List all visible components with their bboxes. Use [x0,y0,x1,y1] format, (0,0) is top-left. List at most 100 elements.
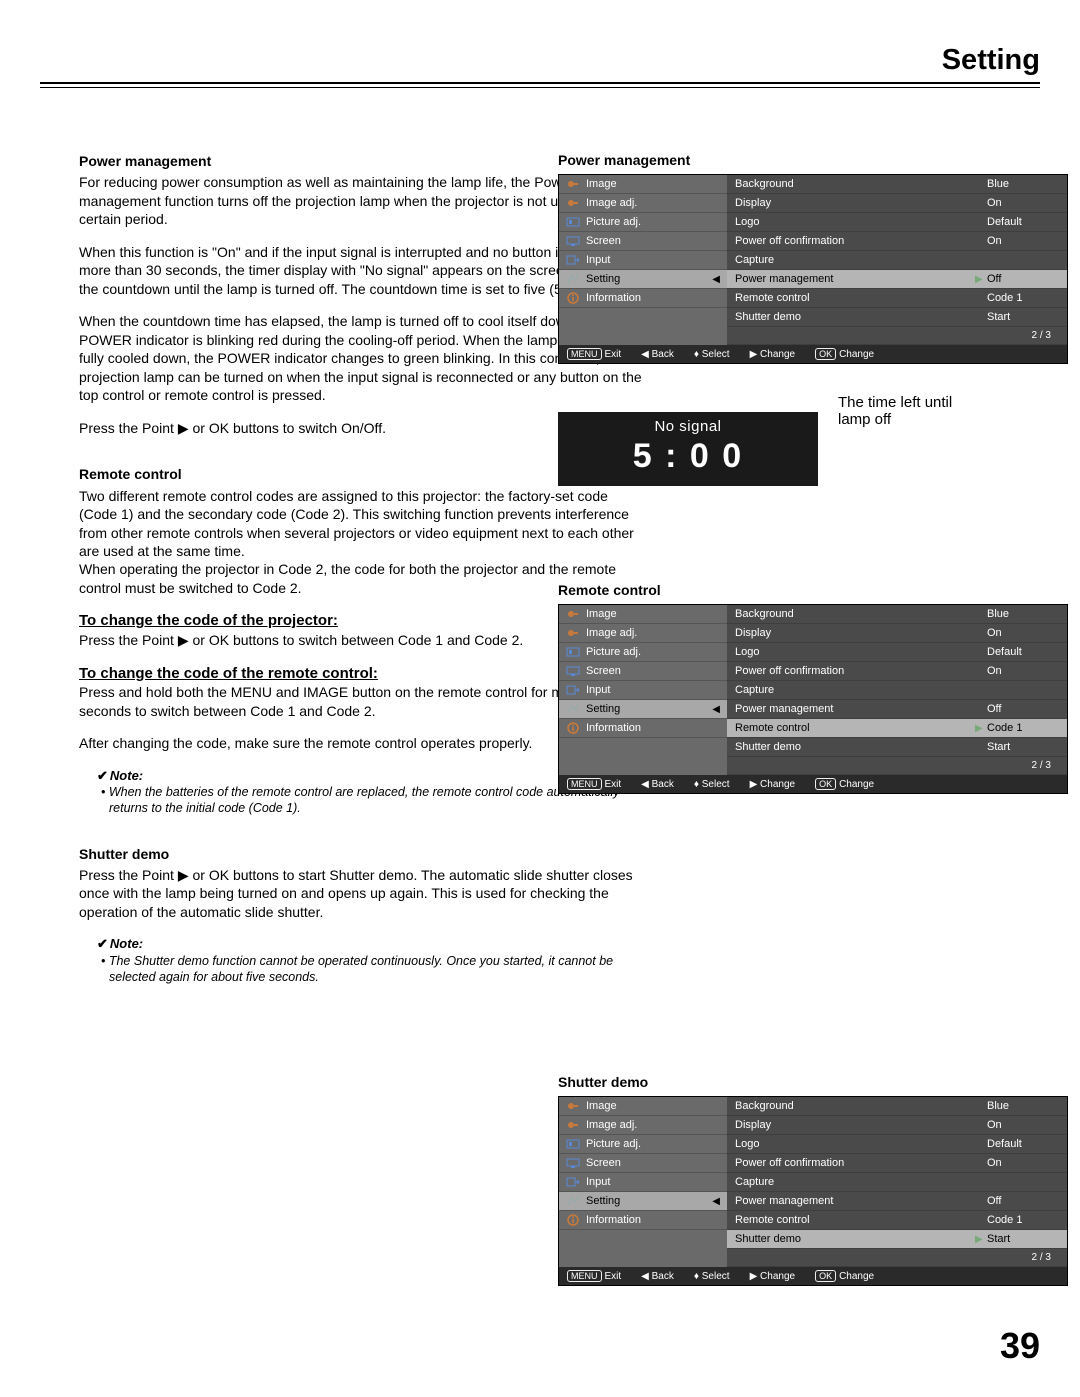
osd-power-management: Image Image adj. Picture adj. Screen Inp… [558,174,1068,364]
footer-exit[interactable]: MENU Exit [567,778,621,790]
setting-row-shutter-demo[interactable]: Shutter demo Start [727,308,1067,327]
menu-item-image[interactable]: Image [559,1097,727,1116]
osd-remote-control: Image Image adj. Picture adj. Screen Inp… [558,604,1068,794]
triangle-right-icon: ▶ [975,723,987,734]
menu-item-screen[interactable]: Screen [559,232,727,251]
setting-row-label: Remote control [735,1214,975,1226]
menu-item-image-adj-[interactable]: Image adj. [559,1116,727,1135]
menu-item-image-adj-[interactable]: Image adj. [559,624,727,643]
info-icon [566,722,580,734]
menu-item-information[interactable]: Information [559,1211,727,1230]
footer-back[interactable]: ◀ Back [641,349,674,360]
setting-row-capture[interactable]: Capture [727,1173,1067,1192]
setting-row-value: On [987,1119,1059,1131]
osd-pm-heading: Power management [558,152,1068,168]
osd-left-menu: Image Image adj. Picture adj. Screen Inp… [559,175,727,345]
setting-row-logo[interactable]: Logo Default [727,213,1067,232]
menu-item-setting[interactable]: Setting ◀ [559,270,727,289]
setting-row-background[interactable]: Background Blue [727,1097,1067,1116]
menu-item-information[interactable]: Information [559,719,727,738]
menu-item-screen[interactable]: Screen [559,662,727,681]
footer-back[interactable]: ◀ Back [641,1271,674,1282]
setting-row-label: Background [735,1100,975,1112]
setting-row-label: Power management [735,703,975,715]
setting-row-label: Power management [735,1195,975,1207]
footer-change[interactable]: ▶ Change [750,1271,796,1282]
menu-item-picture-adj-[interactable]: Picture adj. [559,213,727,232]
imageadj-icon [566,627,580,639]
setting-row-label: Display [735,1119,975,1131]
setting-row-power-management[interactable]: Power management Off [727,700,1067,719]
setting-row-power-management[interactable]: Power management ▶ Off [727,270,1067,289]
menu-item-image[interactable]: Image [559,605,727,624]
menu-item-setting[interactable]: Setting ◀ [559,1192,727,1211]
setting-row-label: Capture [735,254,975,266]
setting-row-logo[interactable]: Logo Default [727,1135,1067,1154]
screen-icon [566,235,580,247]
setting-row-value: Code 1 [987,1214,1059,1226]
page-indicator: 2 / 3 [727,327,1067,345]
menu-item-label: Input [586,254,610,266]
footer-ok[interactable]: OK Change [815,1270,874,1282]
setting-row-display[interactable]: Display On [727,1116,1067,1135]
menu-item-input[interactable]: Input [559,681,727,700]
setting-row-power-off-confirmation[interactable]: Power off confirmation On [727,662,1067,681]
footer-select[interactable]: ♦ Select [694,1271,730,1282]
setting-row-power-management[interactable]: Power management Off [727,1192,1067,1211]
setting-row-shutter-demo[interactable]: Shutter demo Start [727,738,1067,757]
imageadj-icon [566,197,580,209]
picadj-icon [566,1138,580,1150]
setting-row-value: Start [987,741,1059,753]
menu-item-label: Picture adj. [586,1138,641,1150]
picadj-icon [566,216,580,228]
footer-select[interactable]: ♦ Select [694,779,730,790]
setting-row-capture[interactable]: Capture [727,251,1067,270]
menu-item-information[interactable]: Information [559,289,727,308]
setting-row-power-off-confirmation[interactable]: Power off confirmation On [727,232,1067,251]
setting-row-label: Power off confirmation [735,235,975,247]
menu-item-setting[interactable]: Setting ◀ [559,700,727,719]
setting-row-remote-control[interactable]: Remote control Code 1 [727,1211,1067,1230]
setting-row-capture[interactable]: Capture [727,681,1067,700]
setting-row-label: Remote control [735,722,975,734]
setting-icon [566,273,580,285]
footer-change[interactable]: ▶ Change [750,349,796,360]
menu-item-label: Image [586,608,617,620]
footer-ok[interactable]: OK Change [815,778,874,790]
setting-row-shutter-demo[interactable]: Shutter demo ▶ Start [727,1230,1067,1249]
footer-back[interactable]: ◀ Back [641,779,674,790]
setting-row-remote-control[interactable]: Remote control ▶ Code 1 [727,719,1067,738]
setting-row-logo[interactable]: Logo Default [727,643,1067,662]
setting-row-label: Power management [735,273,975,285]
menu-item-picture-adj-[interactable]: Picture adj. [559,1135,727,1154]
menu-item-image-adj-[interactable]: Image adj. [559,194,727,213]
setting-row-background[interactable]: Background Blue [727,605,1067,624]
menu-item-input[interactable]: Input [559,251,727,270]
menu-item-label: Screen [586,665,621,677]
setting-row-value: Code 1 [987,722,1059,734]
osd-footer: MENU Exit ◀ Back ♦ Select ▶ Change OK Ch… [559,345,1067,363]
setting-row-value: Start [987,311,1059,323]
footer-exit[interactable]: MENU Exit [567,1270,621,1282]
footer-ok[interactable]: OK Change [815,348,874,360]
setting-row-value: On [987,665,1059,677]
menu-item-screen[interactable]: Screen [559,1154,727,1173]
menu-item-picture-adj-[interactable]: Picture adj. [559,643,727,662]
setting-row-display[interactable]: Display On [727,194,1067,213]
footer-exit[interactable]: MENU Exit [567,348,621,360]
setting-row-remote-control[interactable]: Remote control Code 1 [727,289,1067,308]
setting-row-power-off-confirmation[interactable]: Power off confirmation On [727,1154,1067,1173]
menu-item-input[interactable]: Input [559,1173,727,1192]
footer-change[interactable]: ▶ Change [750,779,796,790]
setting-row-label: Background [735,608,975,620]
screen-icon [566,1157,580,1169]
setting-row-value: Code 1 [987,292,1059,304]
setting-row-display[interactable]: Display On [727,624,1067,643]
footer-select[interactable]: ♦ Select [694,349,730,360]
input-icon [566,1176,580,1188]
osd-rc-heading: Remote control [558,582,1068,598]
setting-row-background[interactable]: Background Blue [727,175,1067,194]
setting-row-label: Shutter demo [735,1233,975,1245]
osd-shutter-demo: Image Image adj. Picture adj. Screen Inp… [558,1096,1068,1286]
menu-item-image[interactable]: Image [559,175,727,194]
